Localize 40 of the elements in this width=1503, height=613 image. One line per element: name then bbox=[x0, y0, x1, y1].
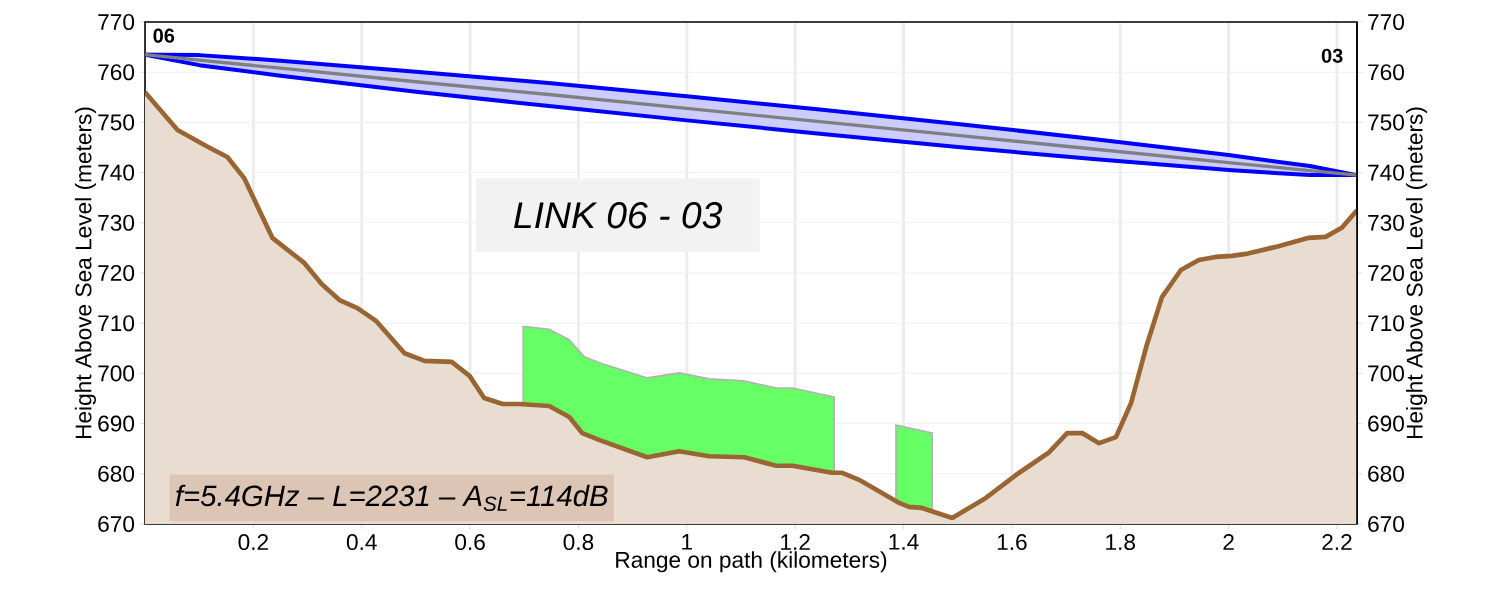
y2-tick-label: 720 bbox=[1368, 264, 1404, 282]
y-tick-label: 680 bbox=[98, 465, 135, 482]
x-tick-label: 0.6 bbox=[455, 534, 485, 551]
x-tick-label: 1.8 bbox=[1106, 534, 1136, 551]
y-tick-label: 750 bbox=[98, 114, 135, 131]
y2-tick-label: 670 bbox=[1368, 515, 1404, 533]
x-tick-label: 0.4 bbox=[346, 534, 377, 551]
x-tick-label: 1.2 bbox=[781, 534, 810, 550]
y2-tick-label: 700 bbox=[1368, 365, 1404, 382]
y2-tick-label: 760 bbox=[1368, 64, 1404, 81]
x-tick-label: 2.2 bbox=[1322, 534, 1352, 550]
y2-tick-label: 730 bbox=[1368, 214, 1404, 231]
y-tick-label: 740 bbox=[98, 164, 135, 181]
annotation: LINK 06 - 03 bbox=[514, 202, 723, 229]
x-tick-label: 1 bbox=[682, 534, 692, 550]
y-tick-label: 720 bbox=[98, 264, 135, 282]
x-tick-label: 0.2 bbox=[238, 534, 268, 551]
y-tick-label: 690 bbox=[98, 415, 135, 432]
annotation: 06 bbox=[153, 28, 175, 43]
y-tick-label: 770 bbox=[98, 13, 135, 31]
y-tick-label: 730 bbox=[98, 214, 135, 231]
y-tick-label: 670 bbox=[98, 515, 135, 533]
y2-axis-title: Height Above Sea Level (meters) bbox=[1406, 107, 1428, 439]
y2-tick-label: 750 bbox=[1368, 114, 1404, 131]
x-tick-label: 1.4 bbox=[889, 534, 919, 550]
y-tick-label: 760 bbox=[98, 64, 135, 81]
y2-tick-label: 740 bbox=[1368, 164, 1404, 181]
y2-tick-label: 710 bbox=[1368, 315, 1404, 332]
y-tick-label: 710 bbox=[98, 315, 135, 332]
x-axis-title: Range on path (kilometers) bbox=[616, 551, 887, 573]
y2-tick-label: 690 bbox=[1368, 415, 1404, 432]
y-axis-title: Height Above Sea Level (meters) bbox=[74, 107, 96, 439]
x-tick-label: 0.8 bbox=[563, 534, 594, 551]
y2-tick-label: 770 bbox=[1368, 13, 1404, 31]
y-tick-label: 700 bbox=[98, 365, 135, 382]
annotation: 03 bbox=[1321, 48, 1343, 63]
y2-tick-label: 680 bbox=[1368, 465, 1404, 482]
annotation: f=5.4GHz – L=2231 – A$_{SL}$=114dB bbox=[175, 484, 608, 512]
x-tick-label: 2 bbox=[1223, 534, 1234, 550]
x-tick-label: 1.6 bbox=[997, 534, 1027, 551]
